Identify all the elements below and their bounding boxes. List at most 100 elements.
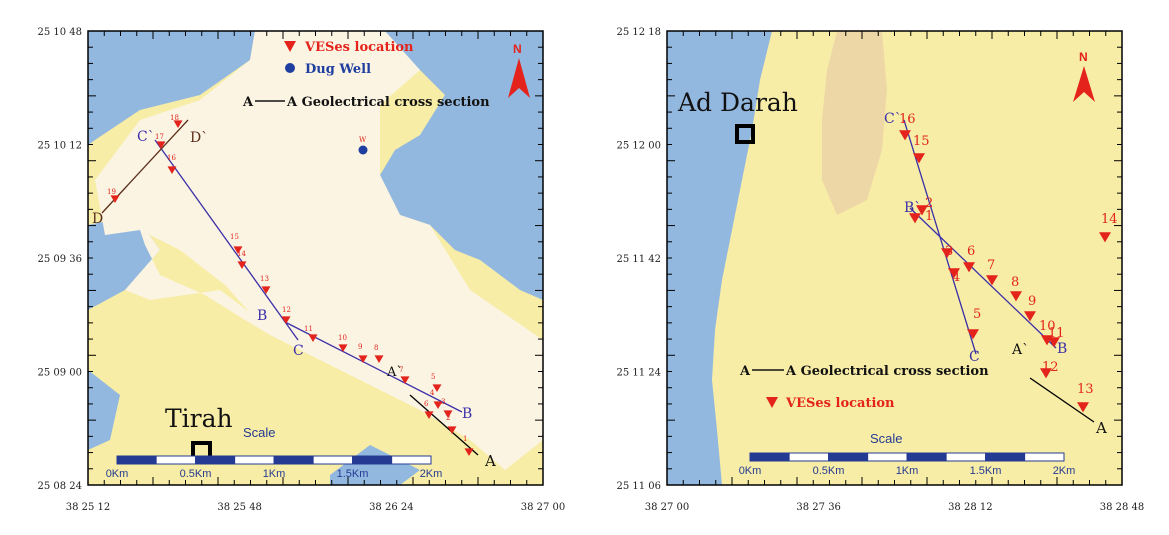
left-section-a-end: A xyxy=(484,452,496,470)
ves-marker xyxy=(433,401,443,410)
ves-label: 16 xyxy=(167,154,176,162)
right-north-arrow-icon xyxy=(1073,66,1095,102)
ves-label: 7 xyxy=(399,366,403,374)
ves-marker xyxy=(432,384,442,393)
scale-segment xyxy=(352,455,393,465)
ves-label: 11 xyxy=(1048,326,1065,341)
right-map-figure: 1 2 3 4 5 6 7 8 9 10 11 12 13 14 15 16 A A` B B` C C` A… xyxy=(582,0,1169,531)
ves-label: 9 xyxy=(1028,294,1036,309)
left-legend-section-prefix: A xyxy=(242,95,254,110)
scale-label: 0.5Km xyxy=(813,465,845,477)
left-section-b-end: B xyxy=(462,406,472,422)
ves-label: 4 xyxy=(952,270,960,285)
left-water-s xyxy=(330,445,420,485)
axis-coordinate-label: 25 11 42 xyxy=(616,254,661,265)
axis-coordinate-label: 38 25 12 xyxy=(66,502,111,513)
right-section-b-start: B` xyxy=(904,200,921,216)
left-section-d-start: D` xyxy=(190,130,208,146)
ves-label: 19 xyxy=(107,188,116,196)
right-legend-section-label: A Geolectrical cross section xyxy=(785,364,989,379)
scale-segment xyxy=(312,455,353,465)
axis-coordinate-label: 38 27 36 xyxy=(796,502,841,513)
scale-label: 2Km xyxy=(420,468,443,480)
ves-marker xyxy=(237,261,247,270)
left-dug-well xyxy=(358,145,368,155)
right-section-b-line xyxy=(909,207,1057,349)
ves-label: 7 xyxy=(987,258,995,273)
ves-label: 8 xyxy=(1011,275,1019,290)
scale-label: 1.5Km xyxy=(970,465,1002,477)
scale-segment xyxy=(391,455,432,465)
right-section-c-line xyxy=(903,119,977,355)
ves-marker xyxy=(156,141,166,150)
ves-marker xyxy=(916,205,928,216)
ves-label: 11 xyxy=(304,325,313,333)
right-legend-section-prefix: A xyxy=(739,364,751,379)
ves-marker xyxy=(963,262,975,273)
scale-segment xyxy=(195,455,236,465)
ves-marker xyxy=(913,153,925,164)
ves-label: 6 xyxy=(967,244,975,259)
right-section-c-end: C xyxy=(969,349,980,365)
scale-segment xyxy=(234,455,275,465)
ves-marker xyxy=(308,334,318,343)
ves-label: 4 xyxy=(430,389,435,397)
right-section-a-tail xyxy=(1029,377,1095,423)
scale-segment xyxy=(828,452,869,462)
right-north-label: N xyxy=(1079,50,1088,64)
ves-label: 3 xyxy=(945,244,953,259)
ves-label: 3 xyxy=(441,398,445,406)
ves-label: 1 xyxy=(463,435,467,443)
scale-segment xyxy=(273,455,314,465)
axis-coordinate-label: 25 12 00 xyxy=(616,141,661,152)
ves-label: 16 xyxy=(899,112,916,127)
ves-label: 12 xyxy=(282,306,291,314)
ves-marker xyxy=(909,213,921,224)
right-scale-title: Scale xyxy=(870,431,903,446)
left-section-c-start: C` xyxy=(137,129,155,145)
left-legend-well-icon xyxy=(285,63,295,73)
left-scale-title: Scale xyxy=(243,425,276,440)
ves-label: 10 xyxy=(338,334,347,342)
scale-frame xyxy=(749,452,1065,462)
right-section-b-end: B xyxy=(1057,341,1067,357)
axis-coordinate-label: 38 25 48 xyxy=(217,502,262,513)
axis-coordinate-label: 25 09 36 xyxy=(37,254,82,265)
left-wadi-branch xyxy=(125,215,270,335)
axis-coordinate-label: 25 09 00 xyxy=(37,368,82,379)
ves-marker xyxy=(281,316,291,325)
scale-label: 1Km xyxy=(263,468,286,480)
left-map-ticks xyxy=(87,30,544,486)
ves-marker xyxy=(899,130,911,141)
ves-label: 5 xyxy=(973,307,981,322)
scale-segment xyxy=(906,452,947,462)
left-section-c-line xyxy=(154,139,299,341)
scale-segment xyxy=(867,452,908,462)
left-section-a-start: A` xyxy=(386,365,403,380)
left-north-label: N xyxy=(513,42,522,56)
ves-label: 5 xyxy=(431,373,435,381)
left-map-figure: 1 2 3 4 5 6 7 8 9 10 11 12 13 14 15 16 17 18 19 W A A` B B… xyxy=(0,0,580,531)
left-section-d-end: D xyxy=(92,211,103,227)
ves-marker xyxy=(338,344,348,353)
left-legend-section-label: A Geolectrical cross section xyxy=(286,95,490,110)
ves-marker xyxy=(358,355,368,364)
ves-marker xyxy=(1040,368,1052,379)
ves-label: 8 xyxy=(374,344,378,352)
left-town-label: Tirah xyxy=(165,404,233,433)
right-scale-bar: 0Km 0.5Km 1Km 1.5Km 2Km xyxy=(739,452,1075,477)
ves-marker xyxy=(173,120,183,129)
right-town-square-icon xyxy=(735,124,755,144)
ves-label: 10 xyxy=(1039,319,1056,334)
axis-coordinate-label: 25 10 48 xyxy=(37,27,82,38)
ves-label: 18 xyxy=(170,114,179,122)
ves-label: 2 xyxy=(925,196,933,211)
scale-segment xyxy=(116,455,157,465)
ves-marker xyxy=(941,248,953,259)
scale-segment xyxy=(1024,452,1065,462)
